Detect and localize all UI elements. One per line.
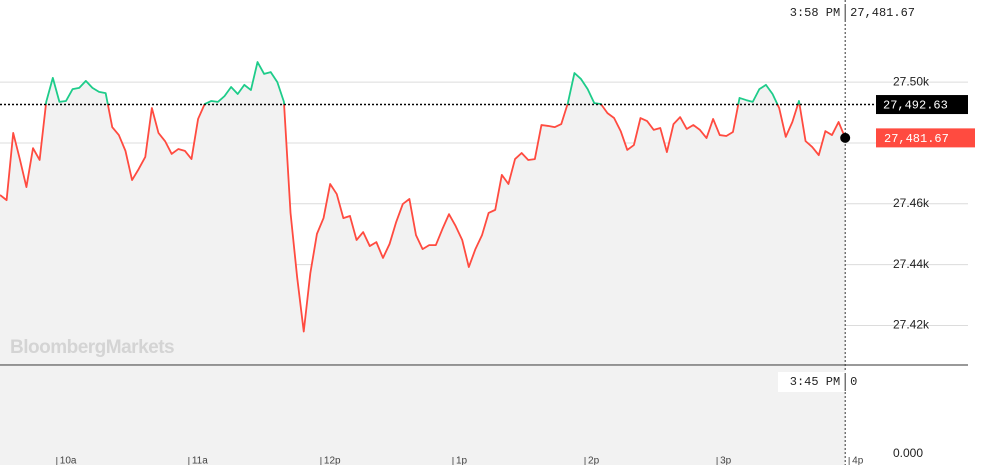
last-price-box xyxy=(876,128,975,148)
lower-y-tick-label: 0.000 xyxy=(893,446,923,460)
crosshair-value: 27,481.67 xyxy=(850,6,915,20)
lower-crosshair-time: 3:45 PM xyxy=(790,375,840,389)
last-point xyxy=(840,132,851,143)
lower-crosshair-value: 0 xyxy=(850,375,857,389)
x-tick-label: 1p xyxy=(456,456,468,465)
y-tick-label: 27.46k xyxy=(893,196,930,210)
last-price-label: 27,481.67 xyxy=(884,132,949,146)
y-tick-label: 27.42k xyxy=(893,318,930,332)
x-tick-label: 2p xyxy=(588,456,600,465)
y-tick-label: 27.50k xyxy=(893,74,930,88)
previous-close-box xyxy=(876,95,968,115)
lower-panel-area xyxy=(0,366,846,465)
x-tick-label: 11a xyxy=(192,456,208,465)
previous-close-label: 27,492.63 xyxy=(883,99,948,113)
x-tick-label: 3p xyxy=(720,456,732,465)
crosshair-box xyxy=(778,3,928,23)
price-line xyxy=(0,61,847,333)
x-tick-label: 10a xyxy=(60,456,77,465)
x-tick-label: 12p xyxy=(324,456,341,465)
x-tick-label: 4p xyxy=(852,456,864,465)
area xyxy=(0,62,846,366)
crosshair-time: 3:58 PM xyxy=(790,6,840,20)
y-tick-label: 27.44k xyxy=(893,257,930,271)
watermark: BloombergMarkets xyxy=(10,337,174,358)
